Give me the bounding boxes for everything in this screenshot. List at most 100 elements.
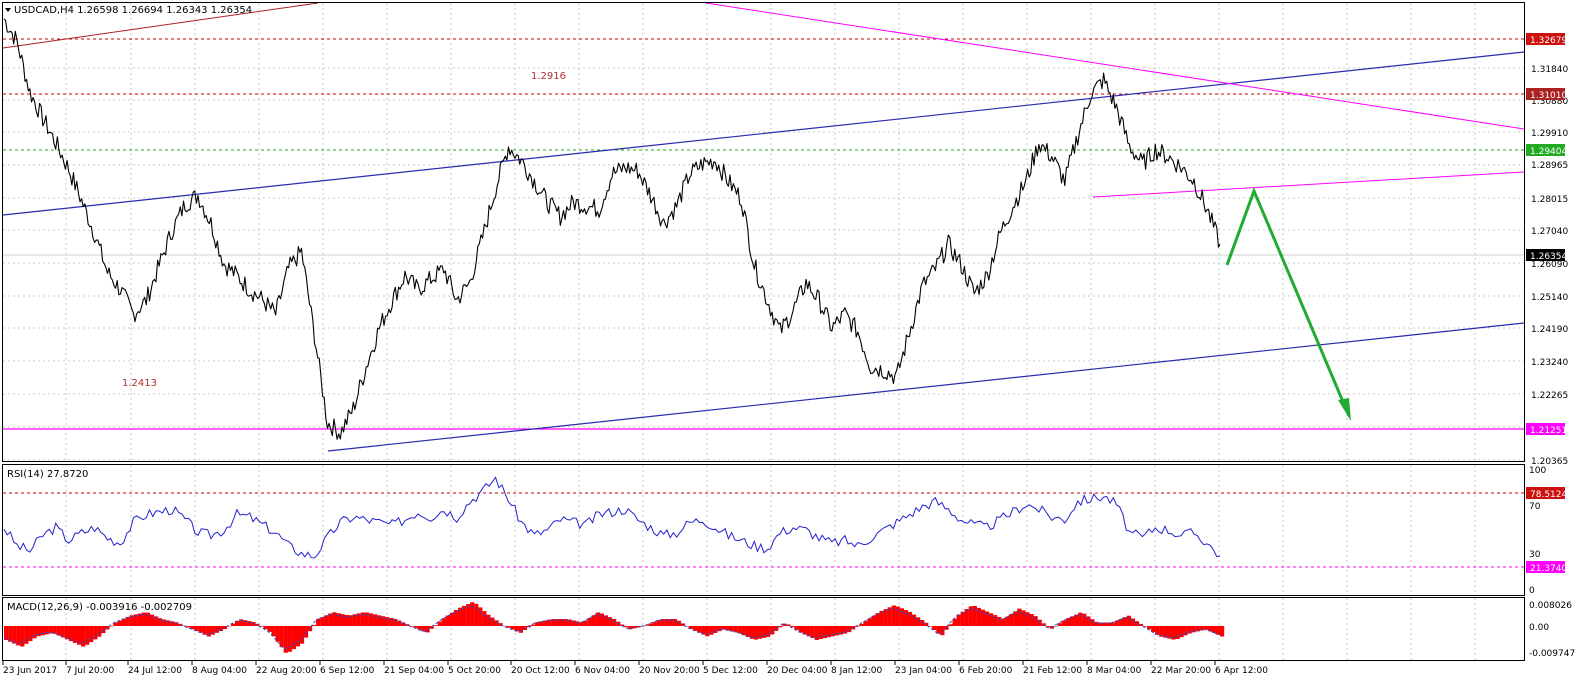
macd-bar xyxy=(685,626,690,627)
macd-bar xyxy=(486,614,491,626)
annotation-low-label: 1.2413 xyxy=(122,378,157,389)
macd-bar xyxy=(308,626,313,632)
macd-bar xyxy=(607,617,613,626)
macd-bar xyxy=(745,626,750,637)
forecast-arrow[interactable] xyxy=(1225,186,1351,421)
forecast-path[interactable] xyxy=(1225,186,1351,417)
macd-bar xyxy=(267,626,272,632)
main-pane-grid xyxy=(3,3,1524,461)
macd-bar xyxy=(782,623,787,626)
time-label: 20 Nov 20:00 xyxy=(639,666,700,676)
macd-bar xyxy=(1195,626,1200,632)
macd-bar xyxy=(1159,626,1164,637)
macd-bar xyxy=(1118,619,1123,626)
trendlines[interactable] xyxy=(2,2,1525,452)
macd-pane-frame xyxy=(2,597,1525,661)
macd-bar xyxy=(1171,626,1176,640)
upper-channel-line[interactable] xyxy=(2,51,1525,216)
macd-bar xyxy=(859,624,864,626)
macd-bar xyxy=(555,619,560,626)
macd-bar xyxy=(231,623,236,626)
macd-bar xyxy=(1017,608,1022,626)
macd-bar xyxy=(1086,616,1091,626)
macd-bar xyxy=(243,620,248,626)
time-label: 6 Nov 04:00 xyxy=(575,666,630,676)
macd-bar xyxy=(121,618,126,626)
macd-bar xyxy=(1082,613,1087,626)
lower-channel-line[interactable] xyxy=(327,322,1525,452)
macd-bar xyxy=(1126,615,1131,626)
macd-bar xyxy=(1187,626,1192,634)
macd-bar xyxy=(364,612,369,626)
macd-bar xyxy=(530,624,536,626)
macd-bar xyxy=(332,612,337,626)
macd-bar xyxy=(198,626,203,633)
macd-scale: 0.008026 0.00 -0.009747 xyxy=(1529,601,1575,659)
macd-bar xyxy=(77,626,82,645)
macd-bar xyxy=(16,626,21,646)
macd-bar xyxy=(283,626,288,653)
price-tick: 1.28965 xyxy=(1531,161,1568,171)
rsi-flag-text: 78.5124 xyxy=(1530,490,1567,500)
macd-bar xyxy=(599,613,604,626)
macd-bar xyxy=(907,611,913,626)
macd-bar xyxy=(56,626,61,636)
macd-bar xyxy=(340,614,345,626)
macd-bar xyxy=(839,626,844,635)
forecast-arrowhead-icon xyxy=(1338,398,1351,421)
macd-bar xyxy=(40,626,45,636)
macd-bar xyxy=(1078,612,1083,626)
macd-bar xyxy=(741,626,746,636)
price-tick: 1.31840 xyxy=(1531,65,1568,75)
macd-bar xyxy=(60,626,65,638)
macd-bar xyxy=(429,626,434,629)
time-label: 5 Oct 20:00 xyxy=(448,666,501,676)
brown-trendline[interactable] xyxy=(2,2,319,49)
chevron-down-icon[interactable] xyxy=(5,8,11,12)
time-axis[interactable]: 23 Jun 2017 7 Jul 20:00 24 Jul 12:00 8 Aug … xyxy=(2,661,1268,676)
macd-bar xyxy=(964,609,969,626)
macd-bar xyxy=(214,626,219,633)
macd-bar xyxy=(1005,616,1010,626)
macd-bar xyxy=(518,626,523,633)
macd-bar xyxy=(458,607,463,626)
macd-bar xyxy=(1147,626,1152,630)
macd-bar xyxy=(571,620,576,626)
time-label: 8 Aug 04:00 xyxy=(192,666,247,676)
macd-bar xyxy=(701,626,706,635)
macd-bar xyxy=(603,615,609,626)
macd-bar xyxy=(514,626,519,632)
macd-bar xyxy=(628,626,633,630)
time-label: 22 Mar 20:00 xyxy=(1151,666,1211,676)
macd-bar xyxy=(668,619,673,626)
annotation-high-label: 1.2916 xyxy=(531,71,566,82)
macd-bar xyxy=(137,613,142,626)
macd-bar xyxy=(226,626,232,627)
macd-bar xyxy=(263,626,268,630)
magenta-descending-line[interactable] xyxy=(705,2,1525,130)
macd-bar xyxy=(413,626,418,628)
macd-bar xyxy=(822,626,827,639)
macd-bar xyxy=(20,626,25,647)
macd-bar xyxy=(360,612,365,626)
time-label: 7 Jul 20:00 xyxy=(66,666,115,676)
macd-bar xyxy=(928,626,933,627)
macd-bar xyxy=(1070,616,1075,626)
macd-bar xyxy=(466,604,471,626)
macd-bar xyxy=(1215,626,1221,635)
horizontal-levels[interactable] xyxy=(3,38,1524,430)
macd-bar xyxy=(32,626,37,639)
macd-bar xyxy=(1001,618,1006,626)
symbol-header: USDCAD,H4 1.26598 1.26694 1.26343 1.2635… xyxy=(5,5,252,16)
macd-bar xyxy=(372,614,378,626)
price-scale[interactable]: 1.31840 1.30880 1.29910 1.28965 1.28015 … xyxy=(1526,33,1568,467)
macd-bar xyxy=(4,626,9,640)
macd-bar xyxy=(680,623,686,626)
main-header-text: USDCAD,H4 1.26598 1.26694 1.26343 1.2635… xyxy=(14,5,252,16)
macd-bar xyxy=(899,608,904,626)
magenta-neckline[interactable] xyxy=(1092,171,1525,198)
price-flag-red xyxy=(1526,33,1565,45)
macd-bar xyxy=(980,609,986,626)
macd-bar xyxy=(952,618,957,626)
macd-bar xyxy=(725,626,730,631)
